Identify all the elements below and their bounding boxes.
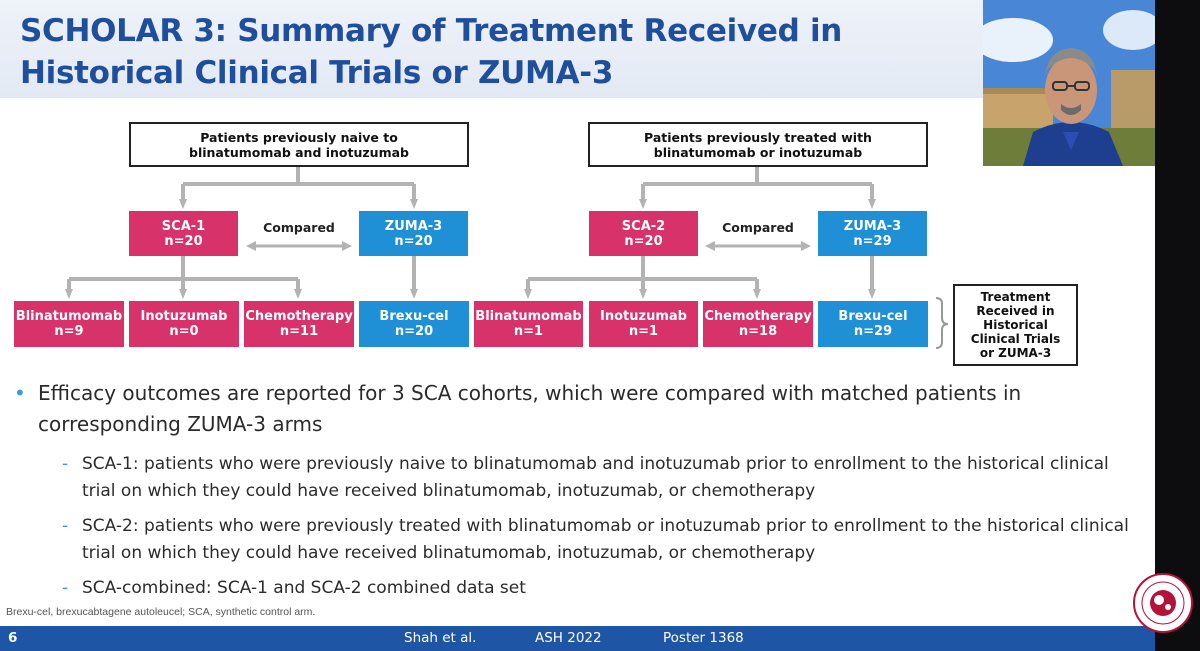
sub-bullet-text: SCA-combined: SCA-1 and SCA-2 combined d… — [82, 578, 526, 598]
box-label: Blinatumomab — [475, 309, 582, 324]
presenter-video-image — [983, 0, 1155, 166]
society-logo-icon — [1133, 573, 1193, 633]
footnote: Brexu-cel, brexucabtagene autoleucel; SC… — [6, 606, 316, 618]
box-count: n=11 — [279, 324, 319, 339]
box-count: n=9 — [54, 324, 84, 339]
header-line: Patients previously naive to — [200, 129, 398, 145]
box-label: Blinatumomab — [15, 309, 123, 324]
box-count: n=1 — [628, 324, 659, 339]
box-count: n=20 — [624, 233, 663, 249]
compared-label: Compared — [722, 220, 794, 235]
sub-bullet-text: SCA-2: patients who were previously trea… — [82, 516, 1129, 563]
slide-title: SCHOLAR 3: Summary of Treatment Received… — [20, 10, 950, 94]
footer-author: Shah et al. — [404, 630, 477, 646]
box-count: n=29 — [853, 233, 892, 249]
treatment-box-chemotherapy: Chemotherapy n=18 — [703, 301, 813, 347]
box-label: ZUMA-3 — [843, 218, 902, 234]
box-count: n=0 — [169, 324, 199, 339]
dash-icon: - — [62, 578, 69, 598]
sub-bullet-sca-2: - SCA-2: patients who were previously tr… — [62, 513, 1137, 567]
legend-box-treatment-received: Treatment Received in Historical Clinica… — [953, 284, 1078, 366]
box-label: Brexu-cel — [838, 309, 908, 324]
treatment-box-inotuzumab: Inotuzumab n=0 — [129, 301, 239, 347]
zuma-3-box-right: ZUMA-3 n=29 — [818, 211, 927, 256]
box-label: Chemotherapy — [245, 309, 353, 324]
header-box-treated: Patients previously treated with blinatu… — [588, 122, 928, 167]
legend-line: Received in — [976, 304, 1055, 318]
header-box-naive: Patients previously naive to blinatumoma… — [129, 122, 469, 167]
sub-bullet-text: SCA-1: patients who were previously naiv… — [82, 454, 1109, 501]
screen-side-strip — [1155, 0, 1200, 651]
bullet-main: • Efficacy outcomes are reported for 3 S… — [14, 378, 1134, 440]
box-count: n=20 — [394, 233, 433, 249]
header-line: Patients previously treated with — [644, 129, 872, 145]
slide-title-line-2: Historical Clinical Trials or ZUMA-3 — [20, 55, 614, 91]
box-count: n=20 — [164, 233, 203, 249]
legend-line: or ZUMA-3 — [979, 346, 1052, 360]
page-number: 6 — [8, 630, 18, 646]
treatment-box-blinatumomab: Blinatumomab n=1 — [474, 301, 583, 347]
presentation-slide: SCHOLAR 3: Summary of Treatment Received… — [0, 0, 1155, 651]
box-label: Inotuzumab — [600, 309, 687, 324]
box-label: Brexu-cel — [379, 309, 449, 324]
title-band: SCHOLAR 3: Summary of Treatment Received… — [0, 0, 1155, 98]
sub-bullet-sca-1: - SCA-1: patients who were previously na… — [62, 451, 1137, 505]
sca-1-box: SCA-1 n=20 — [129, 211, 238, 256]
legend-line: Clinical Trials — [970, 332, 1061, 346]
legend-line: Historical — [983, 318, 1048, 332]
treatment-box-brexu-cel: Brexu-cel n=20 — [359, 301, 469, 347]
box-count: n=1 — [513, 324, 544, 339]
treatment-box-chemotherapy: Chemotherapy n=11 — [244, 301, 354, 347]
header-line: blinatumomab and inotuzumab — [189, 144, 409, 160]
zuma-3-box-left: ZUMA-3 n=20 — [359, 211, 468, 256]
box-label: SCA-2 — [621, 218, 666, 234]
box-count: n=20 — [394, 324, 434, 339]
box-count: n=18 — [738, 324, 778, 339]
box-label: SCA-1 — [161, 218, 206, 234]
box-count: n=29 — [853, 324, 893, 339]
diagram-connectors — [65, 166, 949, 349]
sub-bullet-sca-combined: - SCA-combined: SCA-1 and SCA-2 combined… — [62, 575, 1137, 602]
footer-meeting: ASH 2022 — [535, 630, 602, 646]
box-label: ZUMA-3 — [384, 218, 443, 234]
slide-title-line-1: SCHOLAR 3: Summary of Treatment Received… — [20, 13, 843, 49]
sca-2-box: SCA-2 n=20 — [589, 211, 698, 256]
box-label: Chemotherapy — [704, 309, 812, 324]
treatment-box-inotuzumab: Inotuzumab n=1 — [589, 301, 698, 347]
dash-icon: - — [62, 516, 69, 536]
dash-icon: - — [62, 454, 69, 474]
box-label: Inotuzumab — [140, 309, 228, 324]
header-line: blinatumomab or inotuzumab — [653, 144, 863, 160]
legend-line: Treatment — [980, 290, 1051, 304]
footer-bar: 6 Shah et al. ASH 2022 Poster 1368 — [0, 626, 1155, 651]
treatment-box-blinatumomab: Blinatumomab n=9 — [14, 301, 124, 347]
treatment-box-brexu-cel: Brexu-cel n=29 — [818, 301, 928, 347]
footer-poster: Poster 1368 — [663, 630, 744, 646]
bullet-text: Efficacy outcomes are reported for 3 SCA… — [38, 381, 1022, 436]
compared-label: Compared — [263, 220, 335, 235]
presenter-video-icon — [983, 0, 1155, 166]
bullet-dot-icon: • — [14, 381, 26, 405]
treatment-flow-diagram: Patients previously naive to blinatumoma… — [0, 110, 1155, 380]
